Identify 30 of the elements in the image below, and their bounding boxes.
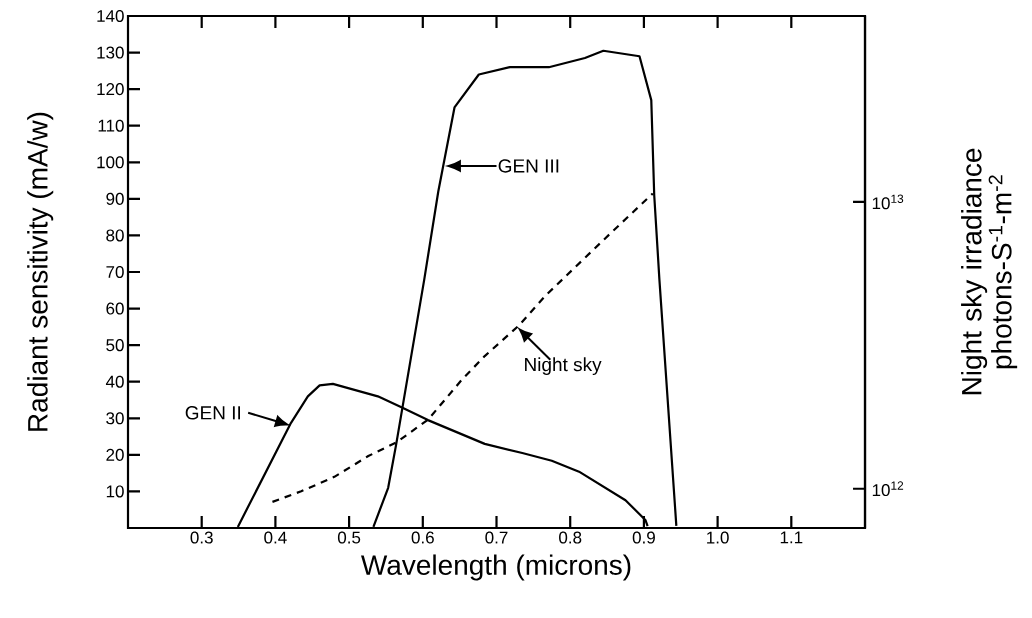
annotation: GEN II <box>185 406 241 420</box>
y-tick-label: 130 <box>97 46 124 59</box>
x-tick-label: 0.7 <box>485 531 508 544</box>
y-tick-label: 70 <box>106 265 124 279</box>
y-tick-label: 50 <box>106 339 124 352</box>
x-tick-label: 0.6 <box>411 531 434 544</box>
x-tick-label: 0.4 <box>264 531 287 544</box>
y-tick-label: 20 <box>106 448 124 461</box>
y-tick-label: 60 <box>106 302 124 315</box>
y2-tick-label: 10$^{12}$ <box>872 481 904 497</box>
x-axis-title: Wavelength (microns) <box>361 554 631 581</box>
x-tick-label: 0.8 <box>559 531 582 544</box>
y-tick-label: 90 <box>106 192 124 205</box>
y-tick-label: 100 <box>97 156 124 169</box>
y-tick-label: 30 <box>106 412 124 425</box>
x-tick-label: 1.0 <box>707 531 729 544</box>
x-tick-label: 0.9 <box>632 531 655 544</box>
y-tick-label: 10 <box>106 485 124 498</box>
y-tick-label: 140 <box>97 9 124 23</box>
y-tick-label: 40 <box>105 375 124 388</box>
annotation: Night sky <box>525 357 602 376</box>
x-tick-label: 0.3 <box>190 531 213 544</box>
y-tick-label: 120 <box>97 83 124 96</box>
y-axis-title: Radiant sensitivity (mA/w) <box>27 112 54 431</box>
x-tick-label: 0.5 <box>337 531 361 544</box>
y-tick-label: 110 <box>98 119 124 132</box>
y2-tick-label: 10$^{13}$ <box>872 194 904 210</box>
x-tick-label: 1.1 <box>780 531 803 544</box>
annotation: GEN III <box>498 159 559 173</box>
y-tick-label: 80 <box>106 229 124 242</box>
